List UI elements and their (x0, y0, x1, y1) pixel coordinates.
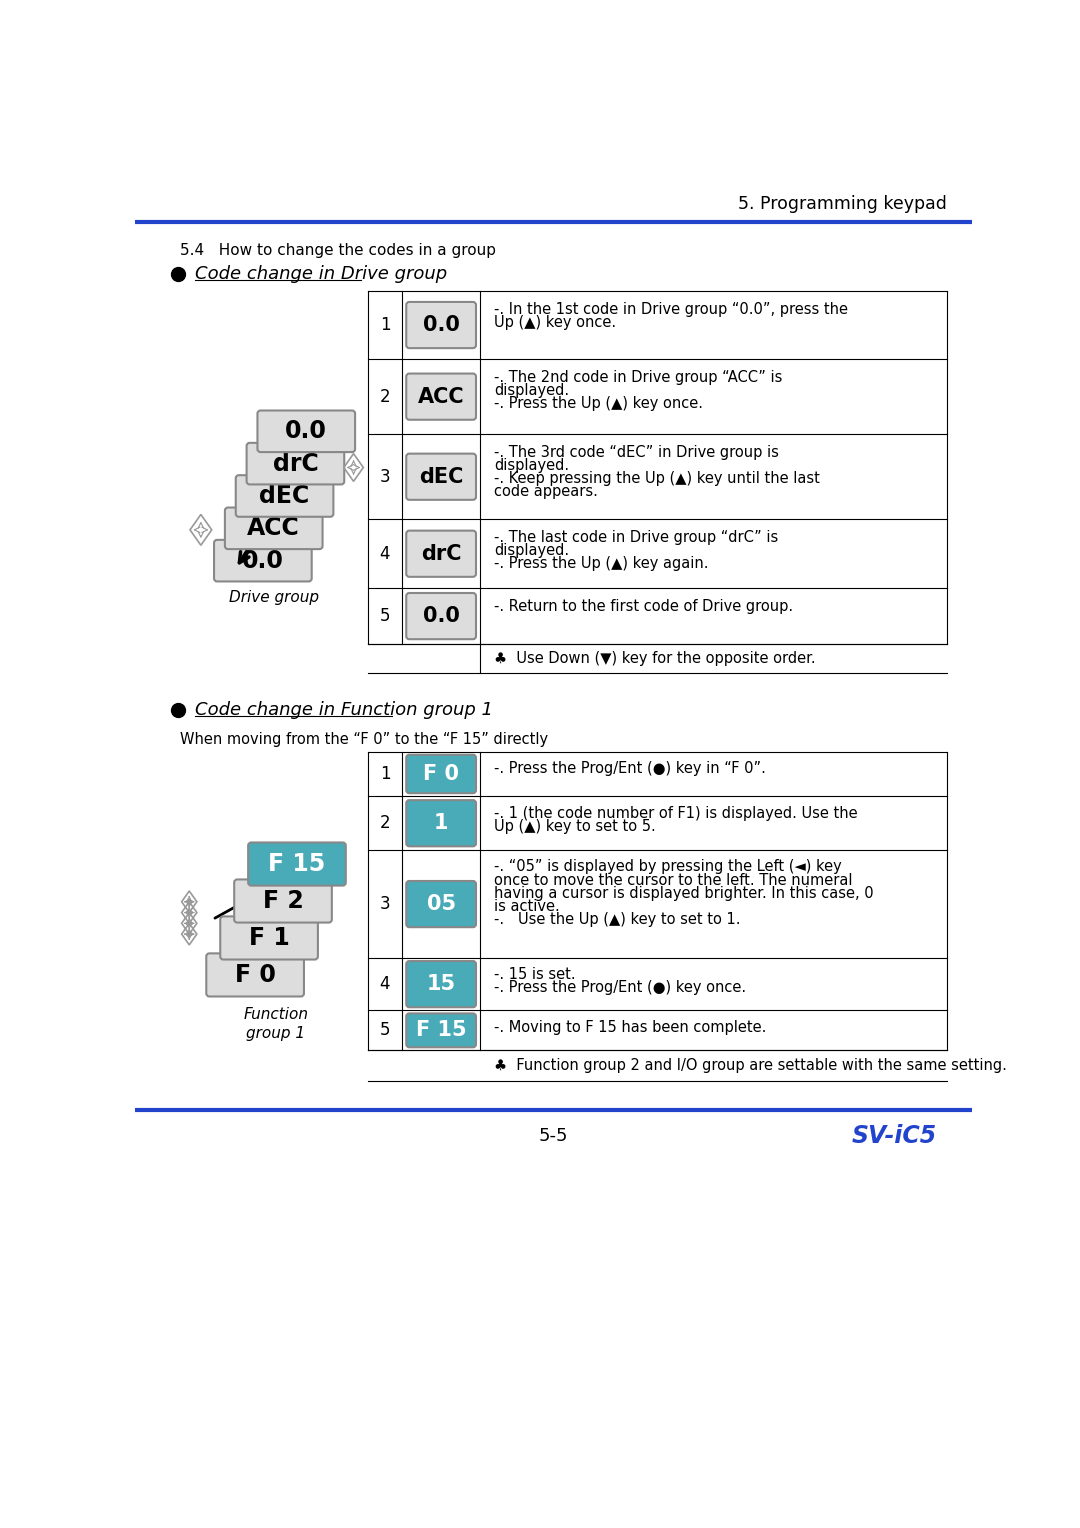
FancyBboxPatch shape (406, 530, 476, 578)
Text: 1: 1 (380, 316, 390, 335)
Text: ...: ... (275, 498, 301, 518)
Text: Code change in Function group 1: Code change in Function group 1 (195, 701, 494, 720)
Text: Code change in Drive group: Code change in Drive group (195, 266, 447, 283)
FancyBboxPatch shape (406, 593, 476, 639)
Text: -. 1 (the code number of F1) is displayed. Use the: -. 1 (the code number of F1) is displaye… (494, 805, 858, 821)
Text: 4: 4 (380, 544, 390, 562)
Circle shape (187, 911, 191, 914)
Text: 05: 05 (427, 894, 456, 914)
FancyBboxPatch shape (220, 917, 318, 960)
Text: 5: 5 (380, 607, 390, 625)
Text: ACC: ACC (247, 516, 300, 541)
Text: F 15: F 15 (268, 853, 325, 876)
Circle shape (187, 921, 191, 926)
FancyBboxPatch shape (225, 507, 323, 549)
Text: -. Press the Prog/Ent (●) key once.: -. Press the Prog/Ent (●) key once. (494, 981, 746, 995)
Text: 5.4   How to change the codes in a group: 5.4 How to change the codes in a group (180, 243, 496, 258)
FancyBboxPatch shape (246, 443, 345, 484)
Text: displayed.: displayed. (494, 458, 569, 474)
Text: -. The 2nd code in Drive group “ACC” is: -. The 2nd code in Drive group “ACC” is (494, 370, 782, 385)
Text: -. In the 1st code in Drive group “0.0”, press the: -. In the 1st code in Drive group “0.0”,… (494, 303, 848, 316)
Text: 0.0: 0.0 (422, 607, 460, 626)
Text: F 2: F 2 (262, 889, 303, 914)
FancyBboxPatch shape (235, 475, 334, 516)
Text: 4: 4 (380, 975, 390, 993)
Text: 0.0: 0.0 (422, 315, 460, 335)
Text: -. Moving to F 15 has been complete.: -. Moving to F 15 has been complete. (494, 1019, 766, 1034)
Text: SV-iC5: SV-iC5 (852, 1125, 937, 1149)
FancyBboxPatch shape (214, 539, 312, 582)
Text: 3: 3 (380, 895, 390, 914)
Text: ♣  Use Down (▼) key for the opposite order.: ♣ Use Down (▼) key for the opposite orde… (494, 651, 815, 666)
Text: Drive group: Drive group (229, 590, 319, 605)
FancyBboxPatch shape (406, 1013, 476, 1047)
Text: displayed.: displayed. (494, 542, 569, 558)
Text: 5. Programming keypad: 5. Programming keypad (739, 194, 947, 212)
FancyBboxPatch shape (406, 454, 476, 500)
FancyBboxPatch shape (406, 373, 476, 420)
Text: once to move the cursor to the left. The numeral: once to move the cursor to the left. The… (494, 872, 852, 888)
FancyBboxPatch shape (406, 801, 476, 847)
Text: 3: 3 (380, 468, 390, 486)
Text: ♣  Function group 2 and I/O group are settable with the same setting.: ♣ Function group 2 and I/O group are set… (494, 1059, 1007, 1073)
Text: drC: drC (421, 544, 461, 564)
Text: -. The last code in Drive group “drC” is: -. The last code in Drive group “drC” is (494, 530, 778, 545)
Text: F 15: F 15 (416, 1021, 467, 1041)
Text: -. Press the Prog/Ent (●) key in “F 0”.: -. Press the Prog/Ent (●) key in “F 0”. (494, 761, 766, 776)
Text: -.   Use the Up (▲) key to set to 1.: -. Use the Up (▲) key to set to 1. (494, 912, 740, 927)
Text: -. 15 is set.: -. 15 is set. (494, 967, 576, 983)
FancyBboxPatch shape (206, 953, 303, 996)
Circle shape (187, 900, 191, 903)
Text: 1: 1 (434, 813, 448, 833)
Text: Up (▲) key to set to 5.: Up (▲) key to set to 5. (494, 819, 656, 834)
Text: F 0: F 0 (234, 963, 275, 987)
Text: -. Keep pressing the Up (▲) key until the last: -. Keep pressing the Up (▲) key until th… (494, 471, 820, 486)
Text: ACC: ACC (418, 387, 464, 406)
Text: -. “05” is displayed by pressing the Left (◄) key: -. “05” is displayed by pressing the Lef… (494, 859, 841, 874)
Text: 0.0: 0.0 (242, 549, 284, 573)
Text: Up (▲) key once.: Up (▲) key once. (494, 315, 616, 330)
Text: drC: drC (272, 452, 319, 475)
FancyBboxPatch shape (406, 961, 476, 1007)
Text: ⋯: ⋯ (289, 868, 319, 898)
Text: 2: 2 (380, 814, 390, 833)
Text: F 1: F 1 (248, 926, 289, 950)
FancyBboxPatch shape (406, 303, 476, 348)
Text: is active.: is active. (494, 898, 559, 914)
Text: 1: 1 (380, 766, 390, 782)
Text: dEC: dEC (419, 466, 463, 487)
FancyBboxPatch shape (406, 882, 476, 927)
Text: having a cursor is displayed brighter. In this case, 0: having a cursor is displayed brighter. I… (494, 886, 874, 900)
Circle shape (187, 932, 191, 937)
FancyBboxPatch shape (248, 842, 346, 886)
Text: 2: 2 (380, 388, 390, 405)
Text: -. Press the Up (▲) key once.: -. Press the Up (▲) key once. (494, 396, 703, 411)
Text: 5: 5 (380, 1021, 390, 1039)
Text: dEC: dEC (259, 484, 310, 507)
Text: -. Press the Up (▲) key again.: -. Press the Up (▲) key again. (494, 556, 708, 571)
Text: 15: 15 (427, 975, 456, 995)
Text: -. Return to the first code of Drive group.: -. Return to the first code of Drive gro… (494, 599, 793, 614)
Text: When moving from the “F 0” to the “F 15” directly: When moving from the “F 0” to the “F 15”… (180, 732, 548, 747)
FancyBboxPatch shape (406, 755, 476, 793)
FancyBboxPatch shape (234, 880, 332, 923)
Text: -. The 3rd code “dEC” in Drive group is: -. The 3rd code “dEC” in Drive group is (494, 445, 779, 460)
Text: code appears.: code appears. (494, 484, 597, 500)
Text: F 0: F 0 (423, 764, 459, 784)
Text: 0.0: 0.0 (285, 419, 327, 443)
Text: displayed.: displayed. (494, 384, 569, 397)
Text: Function
group 1: Function group 1 (244, 1007, 309, 1041)
FancyBboxPatch shape (257, 411, 355, 452)
Text: 5-5: 5-5 (539, 1128, 568, 1146)
